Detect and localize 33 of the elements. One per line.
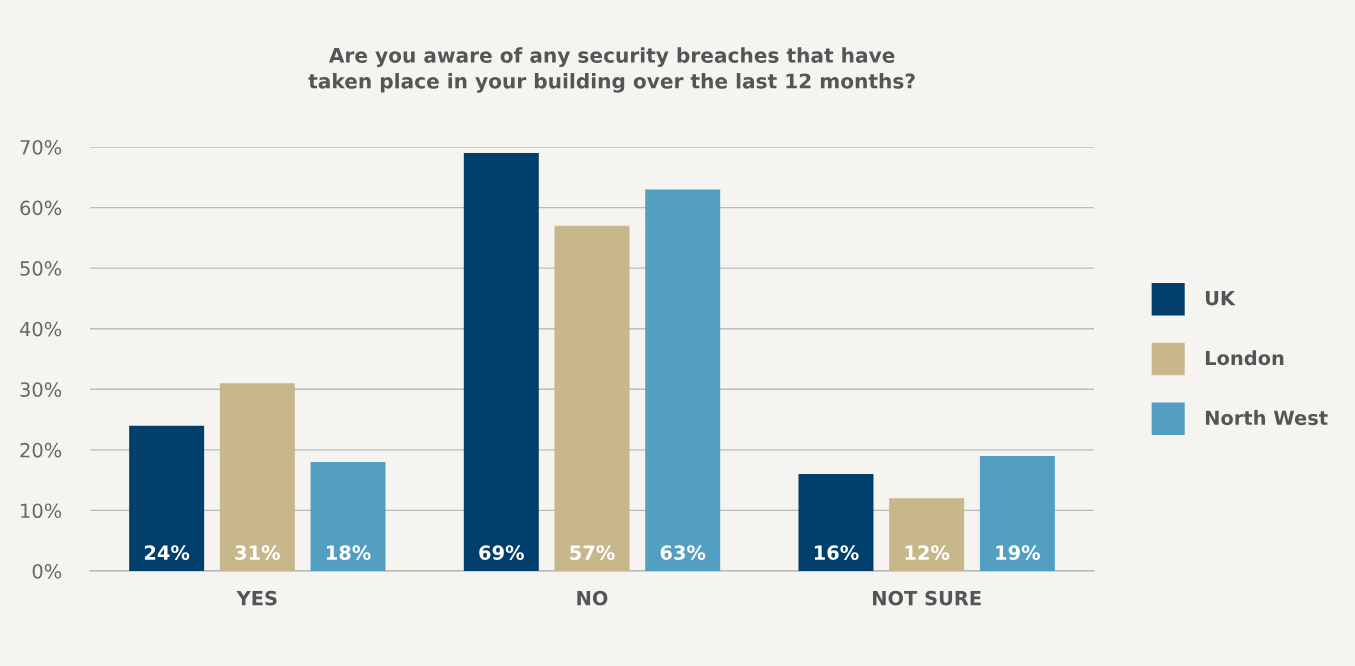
data-label: 12% [905,545,950,560]
data-label: 19% [996,545,1041,560]
data-label: 69% [479,545,524,560]
y-tick-label: 50% [20,261,62,276]
bar [129,425,205,571]
bar [798,474,874,571]
chart-title: Are you aware of any security breaches that have taken place in your building over the last 12 months? [308,47,915,93]
legend-label: North West [1205,410,1328,426]
data-label: 31% [235,545,280,560]
y-tick-label: 0% [32,563,62,579]
bar [979,455,1055,571]
bar [463,153,539,571]
x-tick-label: YES [236,590,277,606]
y-tick-label: 60% [20,200,62,216]
legend-label: London [1205,350,1284,366]
data-label: 57% [570,545,615,560]
x-tick-label: NOT SURE [873,590,981,606]
bar [889,498,965,571]
bar [219,383,295,571]
y-tick-label: 30% [20,382,62,397]
y-tick-label: 40% [19,321,62,337]
bar [645,189,721,571]
y-tick-label: 20% [20,442,62,458]
y-tick-label: 70% [20,139,62,155]
data-label: 18% [326,545,371,560]
x-tick-label: NO [577,590,608,606]
legend-label: UK [1205,291,1236,306]
y-tick-label: 10% [21,503,62,519]
bar [554,225,630,571]
data-label: 63% [660,545,706,560]
data-label: 16% [814,545,859,560]
data-label: 24% [144,545,190,560]
bar [310,461,386,571]
